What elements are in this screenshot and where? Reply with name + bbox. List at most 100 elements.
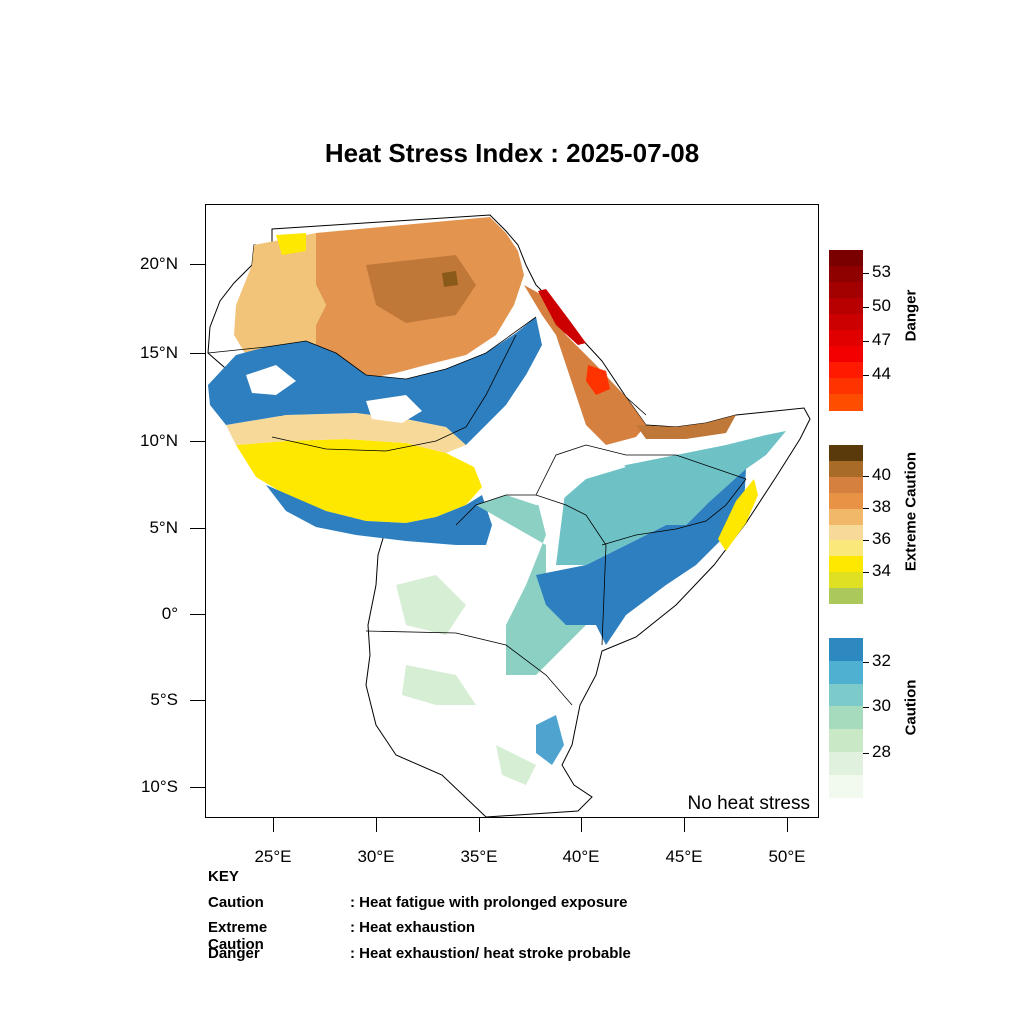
colorbar-tick [863,476,869,477]
lat-tick [190,264,205,265]
danger-afar-spot [586,365,610,395]
yellow-nw [276,233,306,255]
colorbar-segment [829,683,863,707]
lat-tick [190,353,205,354]
pale-band [226,413,466,453]
key-desc: : Heat exhaustion [350,919,476,936]
colorbar-title: Caution [902,679,920,736]
colorbar-segment [829,660,863,685]
lon-tick [787,818,788,832]
key-term: Caution [208,893,264,911]
lat-tick-label: 20°N [140,254,178,273]
lon-tick-label: 45°E [665,847,703,866]
white-sahel-2 [366,395,422,423]
lat-tick-label: 0° [161,604,178,623]
lat-tick [190,700,205,701]
colorbar-segment [829,362,863,379]
colorbar-title: Extreme Caution [902,451,920,572]
colorbar-tick [863,662,869,663]
colorbar-tick [863,707,869,708]
country-borders [207,316,747,706]
caution-horn-teal [556,431,786,565]
colorbar-tick [863,540,869,541]
lat-tick-label: 15°N [140,343,178,362]
colorbar-tick-label: 40 [872,465,891,484]
lon-tick [684,818,685,832]
lon-tick [273,818,274,832]
colorbar-tick-label: 38 [872,497,891,516]
colorbar-tick [863,508,869,509]
caution-sahel-band [208,317,542,445]
lon-tick-label: 35°E [460,847,498,866]
caution-horn-blue [536,469,746,645]
colorbar-tick-label: 32 [872,651,891,670]
colorbar-segment [829,572,863,589]
colorbar-segment [829,588,863,605]
colorbar-tick-label: 28 [872,742,891,761]
key-term: Extreme Caution [208,919,268,953]
caution-southwest [266,485,492,545]
colorbar-tick-label: 30 [872,696,891,715]
colorbar-tick-label: 53 [872,262,891,281]
lon-tick-label: 40°E [562,847,600,866]
lon-tick [376,818,377,832]
extreme-red-sea-strip [524,285,646,445]
lat-tick [190,441,205,442]
caution-light-green-3 [496,745,536,785]
colorbar-segment [829,314,863,331]
colorbar-segment [829,508,863,525]
no-heat-stress-label: No heat stress [687,793,811,814]
lat-tick [190,614,205,615]
heat-stress-map [207,214,811,817]
colorbar-tick-label: 50 [872,296,891,315]
colorbar-segment [829,706,863,730]
caution-light-green-1 [396,575,466,635]
colorbar-segment [829,445,863,462]
lat-tick [190,787,205,788]
key-desc: : Heat exhaustion/ heat stroke probable [350,944,631,962]
colorbar-segment [829,556,863,573]
lat-tick [190,528,205,529]
colorbar-tick-label: 34 [872,561,891,580]
lat-tick-label: 10°S [140,777,178,796]
colorbar-tick [863,307,869,308]
no-stress-plateau [466,355,626,505]
colorbar-tick-label: 47 [872,330,891,349]
key-term: Danger [208,944,260,962]
colorbar-tick [863,572,869,573]
caution-tanzania [536,715,564,765]
lon-tick [479,818,480,832]
light-orange-west [234,233,326,355]
colorbar-segment [829,476,863,494]
colorbar-tick [863,273,869,274]
yellow-somalia [718,479,758,551]
colorbar-segment [829,298,863,315]
colorbar-segment [829,774,863,799]
danger-coast-strip [538,289,586,345]
colorbar-segment [829,346,863,363]
lon-tick-label: 50°E [768,847,806,866]
map-title: Heat Stress Index : 2025-07-08 [324,138,700,168]
brown-spot [442,271,458,287]
colorbar-segment [829,460,863,478]
colorbar-segment [829,378,863,395]
colorbar-segment [829,330,863,347]
colorbar-segment [829,266,863,283]
extreme-gulf-aden [636,415,736,439]
yellow-band [236,439,482,523]
colorbar-segment [829,524,863,541]
lat-tick-label: 5°S [150,690,178,709]
colorbar-segment [829,729,863,753]
lon-tick [581,818,582,832]
lat-tick-label: 10°N [140,431,178,450]
lon-tick-label: 30°E [357,847,395,866]
colorbar-segment [829,540,863,557]
colorbar-tick-label: 44 [872,364,891,383]
lon-tick-label: 25°E [254,847,292,866]
colorbar-tick [863,753,869,754]
colorbar-tick [863,341,869,342]
white-sahel-1 [246,365,296,395]
colorbar-tick-label: 36 [872,529,891,548]
colorbar-title: Danger [902,289,920,342]
map-panel: No heat stress [205,204,819,818]
